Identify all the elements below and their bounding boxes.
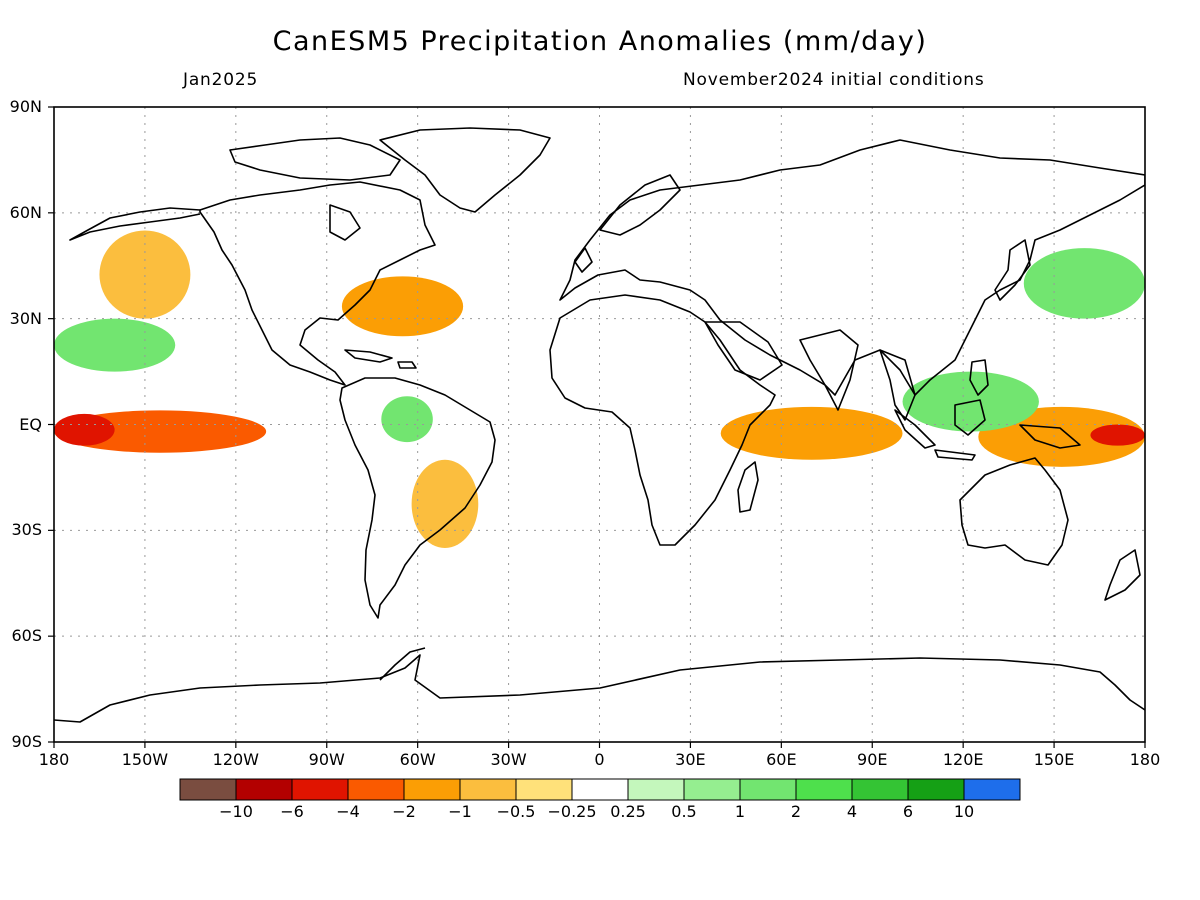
colorbar-label: 6 [902,802,914,821]
coast-arctic-islands [229,137,401,181]
colorbar-swatch [963,778,1021,801]
anomaly-northwest-pacific-wet [1023,248,1145,319]
colorbar-swatch [179,778,237,801]
lon-label: 90E [857,750,888,769]
lat-label: 60S [11,626,42,646]
axis-ticks [48,106,1146,748]
lon-label: 120E [942,750,984,769]
colorbar-label: −10 [219,802,253,821]
coast-north-america [199,181,436,386]
lon-label: 150W [121,750,169,769]
lon-label: 30E [675,750,706,769]
lat-label: EQ [19,414,42,434]
coast-japan [994,239,1031,301]
coast-africa [549,294,776,546]
coast-new-zealand [1104,549,1141,601]
coast-hudson-bay [329,204,361,241]
anomaly-northeast-pacific-dry [99,230,191,319]
colorbar-label: 0.25 [610,802,646,821]
coast-new-guinea [1019,424,1081,449]
lon-label: 180 [38,750,70,769]
coast-australia [959,457,1069,566]
lon-label: 30W [490,750,527,769]
coast-scandinavia [599,174,681,236]
coast-alaska [69,207,201,241]
colorbar-swatch [627,778,685,801]
lat-label: 60N [9,202,42,222]
lon-label: 120W [212,750,259,769]
colorbar-label: 2 [790,802,802,821]
lat-label: 90S [11,732,42,751]
lat-label: 30N [9,308,42,328]
coast-borneo [954,399,986,436]
coast-java [934,449,976,461]
colorbar-swatch [347,778,405,801]
colorbar-swatch [291,778,349,801]
colorbar-swatch [515,778,573,801]
colorbar-label: −0.5 [496,802,536,821]
lat-label: 30S [11,520,42,540]
colorbar-swatch [403,778,461,801]
lon-label: 60W [399,750,436,769]
coast-indochina [879,349,916,421]
lat-label: 90N [9,97,42,116]
anomaly-field [54,230,1145,548]
colorbar-swatch [459,778,517,801]
coast-arabia [704,321,783,381]
coast-india [799,329,859,411]
anomaly-gulf-stream-dry [341,276,464,337]
colorbar-label: −2 [392,802,416,821]
coast-philippines [969,359,989,396]
colorbar-label: −4 [336,802,360,821]
coast-hispaniola [397,361,417,369]
anomaly-southeast-south-america-dry [411,459,479,548]
coast-uk [574,247,593,273]
anomaly-central-pacific-equatorial-core [54,413,115,446]
forecast-month: Jan2025 [183,70,259,90]
colorbar-label: −1 [448,802,472,821]
colorbar-swatch [795,778,853,801]
coast-cuba [344,349,393,363]
colorbar-swatch [683,778,741,801]
colorbar-label: 1 [734,802,746,821]
initial-conditions: November2024 initial conditions [683,70,985,90]
colorbar-swatch [907,778,965,801]
coast-antarctica [54,654,1145,723]
coast-south-america [339,377,496,619]
anomaly-indian-ocean-dry [720,406,903,460]
map-title: CanESM5 Precipitation Anomalies (mm/day) [272,26,928,57]
coast-greenland [379,127,551,213]
coast-sumatra [894,409,936,449]
lon-label: 90W [308,750,345,769]
coast-antarctic-peninsula [379,647,426,681]
lon-label: 60E [766,750,797,769]
colorbar-label: −0.25 [547,802,597,821]
colorbar-swatch [571,778,629,801]
coast-madagascar [737,461,759,513]
graticule [54,107,1145,742]
colorbar [179,778,1021,801]
colorbar-swatch [235,778,293,801]
lon-label: 0 [594,750,605,769]
coast-eurasia [559,139,1145,396]
colorbar-swatch [739,778,797,801]
colorbar-label: 4 [846,802,858,821]
colorbar-label: 10 [953,802,975,821]
colorbar-swatch [851,778,909,801]
anomaly-western-pacific-dry-core [1090,424,1145,446]
lon-label: 180 [1129,750,1161,769]
anomaly-amazon-wet [381,396,433,443]
colorbar-label: −6 [280,802,304,821]
coastlines [54,127,1145,723]
colorbar-label: 0.5 [671,802,697,821]
lon-label: 150E [1033,750,1075,769]
anomaly-north-pacific-wet [54,318,176,372]
